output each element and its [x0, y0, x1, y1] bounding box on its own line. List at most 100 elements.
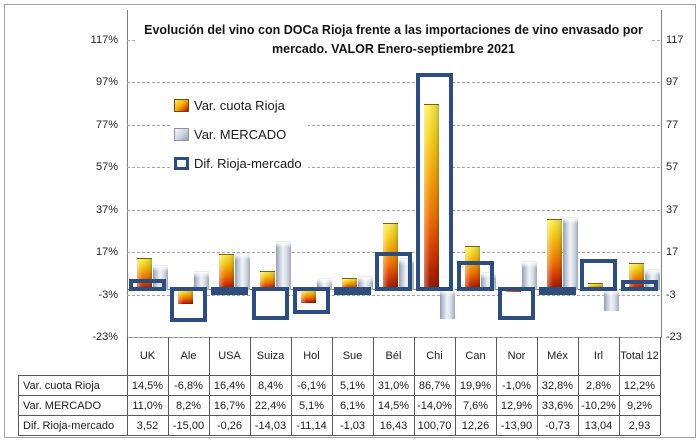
- table-cell: 11,0%: [132, 400, 163, 412]
- table-cell: 12,26: [461, 420, 490, 432]
- table-cell: 100,70: [417, 420, 452, 432]
- y-axis-label-right: 97: [666, 76, 679, 88]
- table-cell: 19,9%: [459, 380, 492, 392]
- category-header-1: UK: [139, 349, 156, 362]
- chart-title: Evolución del vino con DOCa Rioja frente…: [135, 21, 652, 59]
- table-cell: 5,1%: [298, 400, 325, 412]
- legend-label: Dif. Rioja-mercado: [194, 155, 302, 171]
- bar-var-mercado: [234, 253, 250, 290]
- bar-var-mercado: [562, 217, 578, 290]
- bar-var-mercado: [193, 271, 209, 290]
- table-vertical-line: [18, 375, 19, 435]
- table-vertical-line: [578, 337, 579, 435]
- table-cell: -0,73: [544, 420, 571, 432]
- diff-box-outline: [580, 258, 617, 291]
- table-vertical-line: [250, 337, 251, 435]
- legend-item-var-cuota-rioja: Var. cuota Rioja: [174, 93, 302, 117]
- gridline: [127, 210, 660, 211]
- y-axis-label-left: 57%: [95, 161, 118, 173]
- table-horizontal-line: [18, 375, 660, 376]
- bar-var-mercado: [316, 277, 332, 290]
- bar-var-cuota-rioja: [382, 222, 398, 290]
- diff-box-outline: [293, 286, 330, 315]
- bar-var-cuota-rioja: [464, 246, 480, 290]
- bar-var-cuota-rioja: [546, 218, 562, 290]
- table-vertical-line: [168, 337, 169, 435]
- diff-box-outline: [211, 286, 248, 295]
- diff-box-outline: [170, 286, 207, 323]
- bar-var-cuota-rioja: [423, 104, 439, 290]
- table-cell: -1,0%: [502, 380, 531, 392]
- diff-box-outline: [252, 286, 289, 321]
- diff-box-fill: [498, 286, 535, 321]
- gridline: [127, 337, 660, 338]
- legend-label: Var. cuota Rioja: [194, 97, 285, 113]
- bar-var-mercado: [357, 275, 373, 290]
- table-cell: 12,9%: [500, 400, 533, 412]
- legend-item-var-mercado: Var. MERCADO: [174, 122, 302, 146]
- y-axis-label-right: -23: [666, 331, 682, 343]
- category-header-3: USA: [218, 349, 241, 362]
- table-vertical-line: [537, 337, 538, 435]
- table-cell: -0,26: [216, 420, 243, 432]
- gridline: [127, 125, 660, 126]
- y-axis-label-left: 117%: [90, 34, 118, 46]
- chart-title-line1: Evolución del vino con DOCa Rioja frente…: [144, 23, 643, 37]
- table-horizontal-line: [18, 415, 660, 416]
- table-row-label: Dif. Rioja-mercado: [23, 420, 115, 432]
- legend-item-dif-rioja-mercado: Dif. Rioja-mercado: [174, 151, 302, 175]
- table-cell: 2,8%: [585, 380, 612, 392]
- table-cell: 32,8%: [541, 380, 574, 392]
- category-header-10: Nor: [507, 349, 526, 362]
- diff-box-outline: [334, 286, 371, 295]
- category-header-2: Ale: [180, 349, 197, 362]
- y-axis-label-right: 117: [666, 34, 684, 46]
- bar-var-mercado: [275, 241, 291, 290]
- table-vertical-line: [127, 337, 128, 435]
- y-axis-label-left: 37%: [95, 204, 118, 216]
- table-row-label: Var. MERCADO: [23, 400, 102, 412]
- table-cell: 8,2%: [175, 400, 202, 412]
- category-header-9: Can: [465, 349, 486, 362]
- category-header-6: Sue: [342, 349, 363, 362]
- table-cell: 16,4%: [213, 380, 246, 392]
- table-horizontal-line: [18, 395, 660, 396]
- table-cell: 9,2%: [626, 400, 653, 412]
- category-header-7: Bél: [385, 349, 402, 362]
- outer-border: [4, 4, 696, 438]
- table-cell: 5,1%: [339, 380, 366, 392]
- bar-var-cuota-rioja: [218, 253, 234, 290]
- table-vertical-line: [496, 337, 497, 435]
- table-vertical-line: [660, 337, 661, 435]
- legend-label: Var. MERCADO: [194, 126, 287, 142]
- y-axis-label-right: 17: [666, 246, 679, 258]
- table-cell: 14,5%: [131, 380, 164, 392]
- blue-outline-swatch-icon: [174, 156, 189, 170]
- y-axis-label-right: 77: [666, 119, 679, 131]
- table-cell: 16,7%: [213, 400, 246, 412]
- table-cell: -10,2%: [581, 400, 616, 412]
- table-cell: 12,2%: [623, 380, 656, 392]
- table-cell: 14,5%: [377, 400, 410, 412]
- table-cell: -6,1%: [297, 380, 326, 392]
- y-axis-label-left: -3%: [98, 289, 118, 301]
- bar-var-mercado: [439, 288, 455, 320]
- table-vertical-line: [619, 337, 620, 435]
- y-axis-label-left: -23%: [92, 331, 118, 343]
- table-vertical-line: [455, 337, 456, 435]
- table-cell: 13,04: [584, 420, 613, 432]
- table-row-label: Var. cuota Rioja: [23, 380, 100, 392]
- category-header-12: Irl: [593, 349, 604, 362]
- category-header-8: Chi: [426, 349, 443, 362]
- gridline: [127, 295, 660, 296]
- silver-gradient-swatch-icon: [174, 127, 189, 141]
- y-axis-label-left: 17%: [95, 246, 118, 258]
- table-cell: 33,6%: [541, 400, 574, 412]
- table-cell: 31,0%: [377, 380, 410, 392]
- diff-box-outline: [498, 286, 535, 321]
- table-cell: -14,0%: [417, 400, 452, 412]
- table-cell: 16,43: [379, 420, 408, 432]
- diff-box-outline: [621, 280, 658, 291]
- diff-box-fill: [252, 286, 289, 321]
